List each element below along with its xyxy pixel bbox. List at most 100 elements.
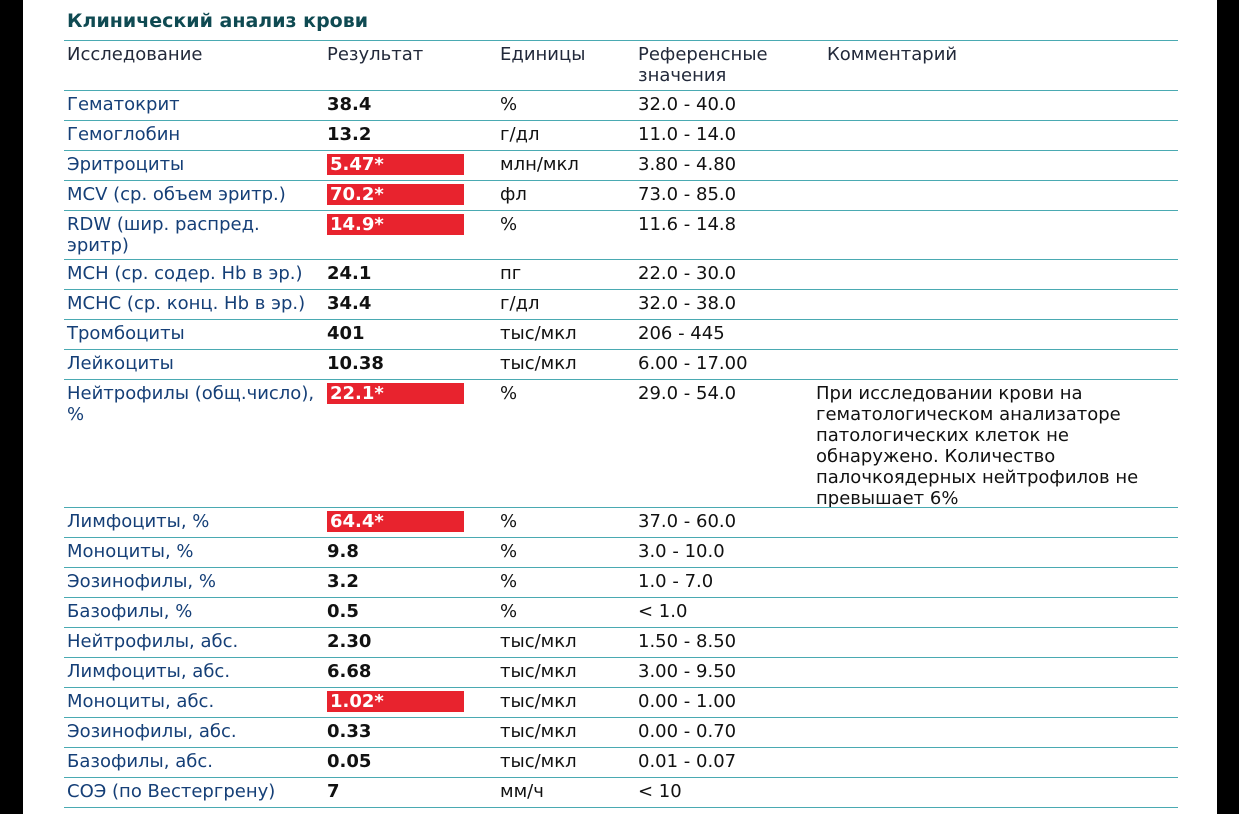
table-row: СОЭ (по Вестергрену) 7 мм/ч < 10 xyxy=(64,777,1178,807)
row-ref: 32.0 - 38.0 xyxy=(638,293,737,314)
table-row: RDW (шир. распред. эритр) 14.9*% 11.6 - 14… xyxy=(64,210,1178,259)
row-units: % xyxy=(500,214,518,235)
row-units: % xyxy=(500,383,518,404)
table-row: Базофилы, абс. 0.05 тыс/мкл 0.01 - 0.07 xyxy=(64,747,1178,777)
table-row: Нейтрофилы (общ.число), % 22.1*% 29.0 - 54… xyxy=(64,379,1178,509)
header-result: Результат xyxy=(327,44,424,65)
row-units: тыс/мкл xyxy=(500,721,577,742)
row-units: % xyxy=(500,541,518,562)
table-row: МСНС (ср. конц. Hb в эр.) 34.4 г/дл 32.0 - … xyxy=(64,289,1178,319)
row-ref: 1.0 - 7.0 xyxy=(638,571,714,592)
report-title: Клинический анализ крови xyxy=(67,10,369,32)
table-row: Базофилы, % 0.5% < 1.0 xyxy=(64,597,1178,627)
row-ref: 3.0 - 10.0 xyxy=(638,541,725,562)
table-row: Нейтрофилы, абс. 2.30 тыс/мкл 1.50 - 8.50 xyxy=(64,627,1178,657)
header-name: Исследование xyxy=(67,44,203,65)
report-page: Клинический анализ крови Исследование Ре… xyxy=(23,0,1217,814)
row-units: тыс/мкл xyxy=(500,691,577,712)
row-result-flagged: 1.02* xyxy=(327,691,464,712)
row-units: пг xyxy=(500,263,522,284)
row-ref: 0.01 - 0.07 xyxy=(638,751,737,772)
row-ref: 11.0 - 14.0 xyxy=(638,124,737,145)
row-result: 6.68 xyxy=(327,661,372,682)
row-name: Базофилы, абс. xyxy=(67,751,213,772)
row-ref: 22.0 - 30.0 xyxy=(638,263,737,284)
row-result: 10.38 xyxy=(327,353,384,374)
row-result: 7 xyxy=(327,781,340,802)
row-result-flagged: 70.2* xyxy=(327,184,464,205)
row-units: % xyxy=(500,511,518,532)
row-result-flagged: 5.47* xyxy=(327,154,464,175)
row-ref: 0.00 - 1.00 xyxy=(638,691,737,712)
table-body: Гематокрит 38.4% 32.0 - 40.0 Гемоглобин 13.2… xyxy=(64,90,1178,807)
row-name: Нейтрофилы, абс. xyxy=(67,631,239,652)
row-result: 24.1 xyxy=(327,263,372,284)
row-units: % xyxy=(500,571,518,592)
row-units: тыс/мкл xyxy=(500,631,577,652)
row-result: 2.30 xyxy=(327,631,372,652)
row-ref: 3.00 - 9.50 xyxy=(638,661,737,682)
row-result: 0.33 xyxy=(327,721,372,742)
table-row: Лейкоциты 10.38 тыс/мкл 6.00 - 17.00 xyxy=(64,349,1178,379)
table-row: Лимфоциты, абс. 6.68 тыс/мкл 3.00 - 9.50 xyxy=(64,657,1178,687)
row-name: Нейтрофилы (общ.число), % xyxy=(67,383,315,425)
row-name: Тромбоциты xyxy=(67,323,185,344)
table-row: Моноциты, % 9.8% 3.0 - 10.0 xyxy=(64,537,1178,567)
header-units: Единицы xyxy=(500,44,586,65)
row-name: СОЭ (по Вестергрену) xyxy=(67,781,276,802)
row-result-flagged: 64.4* xyxy=(327,511,464,532)
row-units: г/дл xyxy=(500,293,540,314)
row-result: 3.2 xyxy=(327,571,359,592)
row-ref: < 1.0 xyxy=(638,601,688,622)
header-ref: Референсные значения xyxy=(638,44,768,86)
row-ref: 37.0 - 60.0 xyxy=(638,511,737,532)
row-units: фл xyxy=(500,184,527,205)
table-row: MCH (ср. содер. Hb в эр.) 24.1 пг 22.0 - 30… xyxy=(64,259,1178,289)
row-units: тыс/мкл xyxy=(500,353,577,374)
row-ref: 3.80 - 4.80 xyxy=(638,154,737,175)
table-header-row: Исследование Результат Единицы Референсн… xyxy=(64,40,1178,90)
row-ref: < 10 xyxy=(638,781,682,802)
row-name: МСНС (ср. конц. Hb в эр.) xyxy=(67,293,306,314)
results-table: Исследование Результат Единицы Референсн… xyxy=(64,40,1178,808)
row-name: Базофилы, % xyxy=(67,601,193,622)
row-name: Гематокрит xyxy=(67,94,180,115)
row-name: Моноциты, абс. xyxy=(67,691,215,712)
row-name: Лимфоциты, абс. xyxy=(67,661,231,682)
row-name: Моноциты, % xyxy=(67,541,194,562)
table-row: Гематокрит 38.4% 32.0 - 40.0 xyxy=(64,90,1178,120)
row-comment: При исследовании крови на гематологическ… xyxy=(816,383,1139,509)
row-name: Эозинофилы, абс. xyxy=(67,721,237,742)
row-result: 13.2 xyxy=(327,124,372,145)
row-name: Эозинофилы, % xyxy=(67,571,216,592)
row-name: Лимфоциты, % xyxy=(67,511,210,532)
row-ref: 206 - 445 xyxy=(638,323,725,344)
row-name: Лейкоциты xyxy=(67,353,174,374)
row-ref: 29.0 - 54.0 xyxy=(638,383,737,404)
row-ref: 0.00 - 0.70 xyxy=(638,721,737,742)
table-row: Эозинофилы, абс. 0.33 тыс/мкл 0.00 - 0.70 xyxy=(64,717,1178,747)
row-units: % xyxy=(500,94,518,115)
header-comment: Комментарий xyxy=(827,44,958,65)
row-result: 0.5 xyxy=(327,601,359,622)
row-units: тыс/мкл xyxy=(500,661,577,682)
row-result-flagged: 22.1* xyxy=(327,383,464,404)
row-result: 0.05 xyxy=(327,751,372,772)
table-row: Лимфоциты, % 64.4*% 37.0 - 60.0 xyxy=(64,507,1178,537)
row-result-flagged: 14.9* xyxy=(327,214,464,235)
row-name: RDW (шир. распред. эритр) xyxy=(67,214,260,256)
row-name: Гемоглобин xyxy=(67,124,181,145)
table-row: Гемоглобин 13.2 г/дл 11.0 - 14.0 xyxy=(64,120,1178,150)
row-ref: 1.50 - 8.50 xyxy=(638,631,737,652)
row-units: мм/ч xyxy=(500,781,544,802)
row-ref: 32.0 - 40.0 xyxy=(638,94,737,115)
row-result: 38.4 xyxy=(327,94,372,115)
row-ref: 73.0 - 85.0 xyxy=(638,184,737,205)
row-units: млн/мкл xyxy=(500,154,579,175)
row-ref: 6.00 - 17.00 xyxy=(638,353,748,374)
row-result: 9.8 xyxy=(327,541,359,562)
table-row: Моноциты, абс. 1.02* тыс/мкл 0.00 - 1.00 xyxy=(64,687,1178,717)
row-result: 401 xyxy=(327,323,365,344)
row-units: г/дл xyxy=(500,124,540,145)
row-units: тыс/мкл xyxy=(500,323,577,344)
